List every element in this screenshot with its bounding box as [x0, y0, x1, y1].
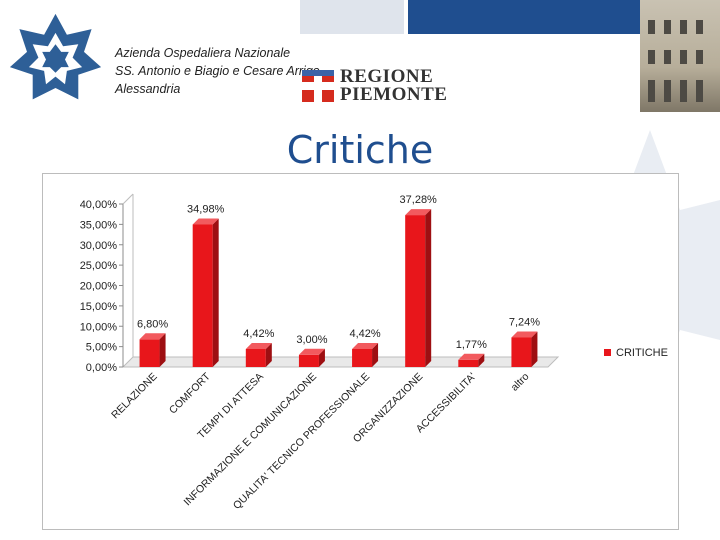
organization-name: Azienda Ospedaliera Nazionale SS. Antoni…	[115, 44, 320, 98]
chart-frame: 0,00% 5,00% 10,00% 15,00% 20,00% 25,00% 30,00%…	[42, 173, 679, 530]
regione-piemonte-logo: REGIONE PIEMONTE	[300, 66, 448, 105]
bar-top	[352, 342, 379, 349]
category-label: altro	[509, 371, 532, 394]
bar-side	[212, 218, 219, 367]
category-label: COMFORT	[167, 370, 213, 416]
y-tick-label: 5,00%	[86, 342, 117, 354]
bar-chart: 0,00% 5,00% 10,00% 15,00% 20,00% 25,00% 30,00%…	[80, 193, 668, 512]
bar	[139, 339, 160, 367]
header-band-dark	[408, 0, 640, 34]
bar-side	[318, 348, 325, 367]
bar	[298, 354, 319, 367]
bar	[458, 359, 479, 367]
category-label: RELAZIONE	[109, 371, 160, 422]
data-label: 34,98%	[187, 203, 225, 215]
bar	[511, 337, 532, 367]
chart-legend: CRITICHE	[604, 347, 668, 359]
data-label: 1,77%	[456, 339, 487, 351]
bar	[192, 224, 213, 367]
bar	[405, 215, 426, 367]
hospital-building-photo	[640, 0, 720, 112]
bar	[352, 348, 373, 367]
data-label: 3,00%	[296, 334, 327, 346]
y-tick-label: 40,00%	[80, 199, 118, 211]
data-label: 4,42%	[349, 328, 380, 340]
bar-top	[405, 209, 432, 216]
bar	[245, 348, 266, 367]
org-line-1: Azienda Ospedaliera Nazionale	[115, 46, 291, 60]
bar-top	[458, 353, 485, 360]
bar-top	[245, 342, 272, 349]
bar-side	[531, 331, 538, 367]
data-label: 4,42%	[243, 328, 274, 340]
bar-side	[478, 353, 485, 367]
bar-top	[192, 218, 219, 225]
page-title: Critiche	[286, 128, 434, 172]
y-tick-label: 30,00%	[80, 240, 118, 252]
org-line-3: Alessandria	[115, 82, 181, 96]
hospital-logo-icon	[9, 13, 102, 100]
y-tick-label: 20,00%	[80, 281, 118, 293]
bar-top	[511, 331, 538, 338]
y-tick-label: 10,00%	[80, 321, 118, 333]
regione-shield-icon	[302, 70, 334, 102]
bar-side	[372, 342, 379, 367]
data-label: 37,28%	[400, 194, 438, 206]
org-line-2: SS. Antonio e Biagio e Cesare Arrigo	[115, 64, 320, 78]
data-label: 6,80%	[137, 318, 168, 330]
bar-top	[139, 333, 166, 340]
bar-side	[425, 209, 432, 367]
chart-floor	[121, 356, 560, 368]
regione-line-2: PIEMONTE	[340, 84, 448, 105]
y-axis-depth	[122, 193, 134, 205]
legend-label: CRITICHE	[616, 347, 668, 359]
y-tick-label: 0,00%	[86, 362, 117, 374]
bar-side	[265, 342, 272, 367]
y-tick-label: 35,00%	[80, 219, 118, 231]
regione-line-1: REGIONE	[340, 66, 434, 87]
y-tick-label: 25,00%	[80, 260, 118, 272]
bar-top	[298, 348, 325, 355]
legend-swatch	[604, 349, 611, 356]
y-tick-label: 15,00%	[80, 301, 118, 313]
bar-side	[159, 333, 166, 367]
header-band-light	[300, 0, 404, 34]
data-label: 7,24%	[509, 316, 540, 328]
